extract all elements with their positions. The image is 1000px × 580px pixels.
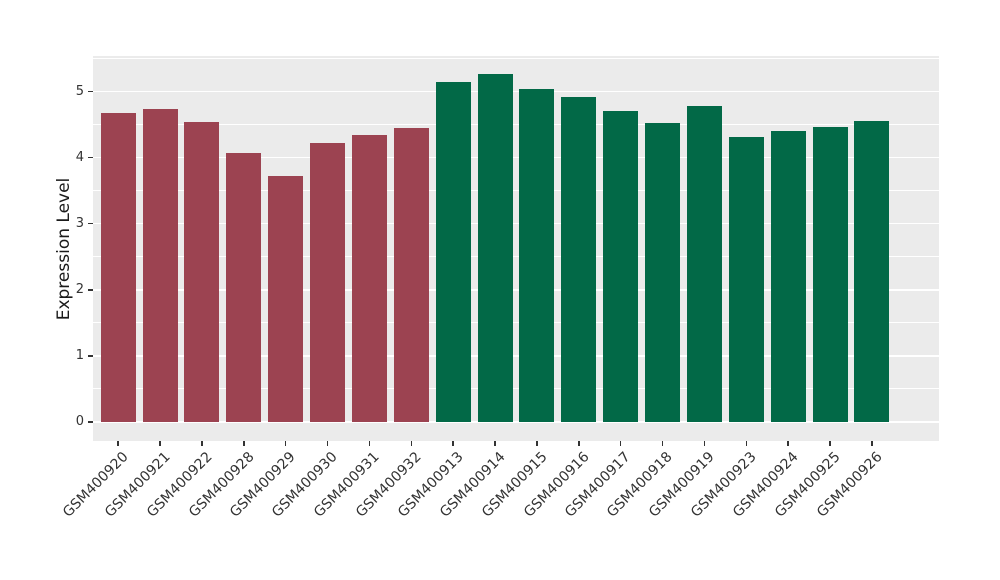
bar [519,89,555,422]
bar [142,109,178,422]
y-tick-label: 0 [75,413,84,429]
bar [100,113,136,422]
bar [226,153,262,422]
y-tick-mark [88,421,93,423]
bar [561,96,597,422]
x-tick-mark [243,441,245,446]
gridline-major [93,289,939,291]
gridline-minor [93,58,939,60]
gridline-minor [93,124,939,126]
bar [812,126,848,422]
y-tick-label: 2 [75,281,84,297]
y-tick-mark [88,90,93,93]
y-tick-label: 4 [75,149,84,165]
x-tick-mark [578,441,580,446]
gridline-major [93,421,939,423]
x-tick-mark [661,441,664,446]
bar [184,122,220,422]
x-tick-mark [410,441,413,446]
gridline-major [93,90,939,93]
gridline-minor [93,256,939,258]
x-tick-mark [452,441,454,446]
x-tick-mark [494,441,496,446]
gridline-major [93,156,939,159]
bar [268,175,304,422]
y-tick-label: 3 [75,215,84,231]
x-tick-mark [787,441,789,446]
y-tick-mark [88,289,93,291]
gridline-minor [93,388,939,390]
y-tick-mark [88,156,93,159]
x-tick-mark [745,441,748,446]
x-tick-mark [703,441,706,446]
x-tick-mark [117,441,119,446]
gridline-minor [93,322,939,324]
y-tick-mark [88,355,93,357]
gridline-major [93,222,939,225]
bar [435,82,471,422]
gridline-major [93,355,939,357]
x-tick-mark [284,441,287,446]
bar [854,121,890,422]
x-tick-mark [368,441,371,446]
x-tick-mark [326,441,329,446]
x-tick-mark [536,441,538,446]
x-tick-mark [619,441,622,446]
x-tick-mark [871,441,873,446]
bar [310,143,346,422]
bar [645,123,681,422]
bar [477,73,513,422]
bar [351,135,387,422]
plot-panel [93,56,939,441]
bar [770,131,806,422]
y-tick-label: 1 [75,347,84,363]
x-tick-mark [829,441,831,446]
bar [686,106,722,422]
y-tick-mark [88,222,93,225]
bar [603,111,639,422]
x-tick-mark [201,441,203,446]
bar [393,127,429,422]
y-axis-title: Expression Level [54,177,74,321]
bar [728,137,764,422]
y-tick-label: 5 [75,83,84,99]
gridline-minor [93,190,939,192]
x-tick-mark [159,441,161,446]
